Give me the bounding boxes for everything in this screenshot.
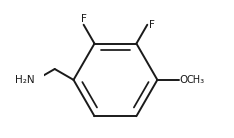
Text: O: O	[180, 75, 188, 85]
Text: F: F	[149, 20, 155, 30]
Text: H₂N: H₂N	[15, 75, 34, 85]
Text: F: F	[81, 14, 87, 24]
Text: CH₃: CH₃	[186, 75, 204, 85]
